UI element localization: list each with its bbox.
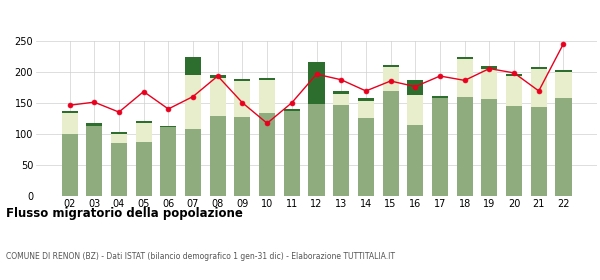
Bar [333, 94, 349, 105]
Bar [111, 134, 127, 143]
Bar [407, 80, 424, 95]
Bar [407, 125, 424, 196]
Bar [235, 81, 250, 117]
Bar [86, 123, 102, 126]
Text: Flusso migratorio della popolazione: Flusso migratorio della popolazione [6, 207, 243, 220]
Bar [506, 76, 522, 106]
Bar [160, 127, 176, 196]
Bar [358, 118, 374, 196]
Bar [531, 107, 547, 196]
Bar [111, 143, 127, 196]
Bar [235, 117, 250, 196]
Bar [62, 111, 77, 113]
Bar [457, 97, 473, 196]
Bar [136, 122, 152, 123]
Bar [506, 74, 522, 76]
Bar [86, 126, 102, 196]
Bar [62, 113, 77, 134]
Bar [333, 91, 349, 94]
Bar [259, 80, 275, 113]
Bar [457, 57, 473, 59]
Bar [531, 69, 547, 107]
Bar [185, 75, 201, 129]
Bar [432, 96, 448, 98]
Bar [284, 111, 300, 196]
Bar [308, 62, 325, 104]
Bar [235, 78, 250, 81]
Bar [481, 99, 497, 196]
Bar [481, 69, 497, 99]
Bar [333, 105, 349, 196]
Bar [209, 116, 226, 196]
Bar [209, 78, 226, 116]
Bar [556, 72, 572, 98]
Bar [259, 113, 275, 196]
Text: COMUNE DI RENON (BZ) - Dati ISTAT (bilancio demografico 1 gen-31 dic) - Elaboraz: COMUNE DI RENON (BZ) - Dati ISTAT (bilan… [6, 252, 395, 261]
Bar [407, 95, 424, 125]
Bar [185, 57, 201, 75]
Bar [556, 70, 572, 72]
Bar [432, 98, 448, 196]
Bar [383, 91, 398, 196]
Bar [358, 101, 374, 118]
Bar [383, 66, 398, 67]
Bar [457, 59, 473, 97]
Bar [259, 78, 275, 80]
Bar [308, 104, 325, 196]
Bar [531, 67, 547, 69]
Bar [136, 123, 152, 142]
Bar [383, 67, 398, 91]
Bar [481, 66, 497, 69]
Bar [185, 129, 201, 196]
Bar [506, 106, 522, 196]
Legend: Iscritti (da altri comuni), Iscritti (dall'estero), Iscritti (altri), Cancellati: Iscritti (da altri comuni), Iscritti (da… [18, 0, 427, 2]
Bar [556, 98, 572, 196]
Bar [160, 126, 176, 127]
Bar [62, 134, 77, 196]
Bar [136, 142, 152, 196]
Bar [284, 109, 300, 111]
Bar [111, 132, 127, 134]
Bar [358, 98, 374, 101]
Bar [209, 75, 226, 78]
